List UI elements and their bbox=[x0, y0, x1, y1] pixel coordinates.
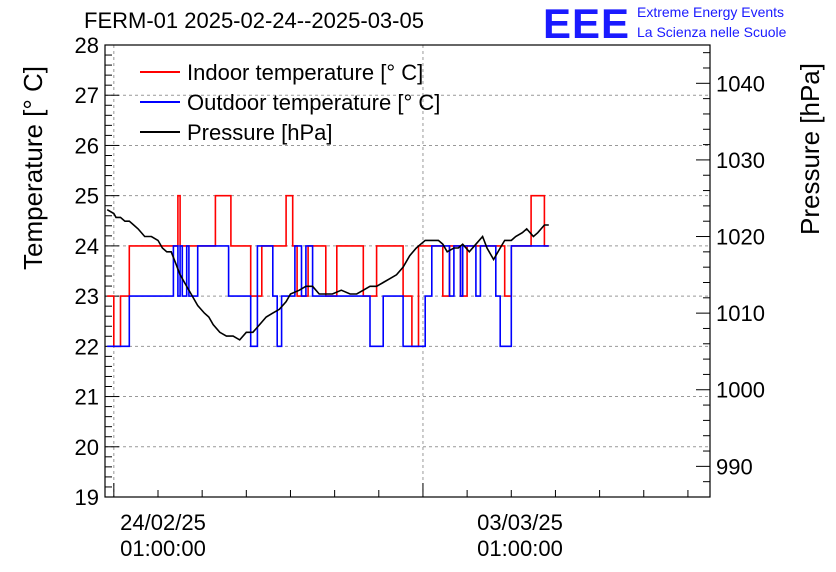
y2-tick-label-3: 1020 bbox=[716, 225, 765, 250]
y-tick-label-3: 22 bbox=[75, 334, 99, 359]
y2-tick-label-4: 1030 bbox=[716, 148, 765, 173]
org-name-line1: Extreme Energy Events bbox=[637, 4, 785, 20]
y-tick-label-9: 28 bbox=[75, 33, 99, 58]
y-tick-label-7: 26 bbox=[75, 133, 99, 158]
y2-tick-label-5: 1040 bbox=[716, 71, 765, 96]
x-tick-date-1: 03/03/25 bbox=[477, 510, 563, 535]
legend-label-0: Indoor temperature [° C] bbox=[187, 60, 423, 85]
x-tick-time-0: 01:00:00 bbox=[120, 536, 206, 561]
y2-tick-label-2: 1010 bbox=[716, 301, 765, 326]
y-tick-label-4: 23 bbox=[75, 284, 99, 309]
x-tick-date-0: 24/02/25 bbox=[120, 510, 206, 535]
y-tick-label-0: 19 bbox=[75, 485, 99, 510]
chart-title: FERM-01 2025-02-24--2025-03-05 bbox=[84, 8, 424, 33]
y2-tick-label-0: 990 bbox=[716, 454, 753, 479]
x-tick-time-1: 01:00:00 bbox=[477, 536, 563, 561]
y-tick-label-5: 24 bbox=[75, 234, 99, 259]
y-axis-right-label: Pressure [hPa] bbox=[795, 63, 825, 235]
series-line-1 bbox=[107, 245, 549, 348]
y2-tick-label-1: 1000 bbox=[716, 378, 765, 403]
series-line-2 bbox=[106, 209, 549, 341]
y-tick-label-8: 27 bbox=[75, 83, 99, 108]
y-tick-label-2: 21 bbox=[75, 385, 99, 410]
x-tick-label-0: 24/02/25 01:00:00 bbox=[100, 510, 226, 562]
y-tick-label-1: 20 bbox=[75, 435, 99, 460]
eee-logo: EEE bbox=[543, 0, 631, 47]
org-name-line2: La Scienza nelle Scuole bbox=[637, 24, 787, 40]
plot-frame bbox=[104, 44, 711, 498]
legend-label-1: Outdoor temperature [° C] bbox=[187, 90, 440, 115]
x-tick-label-1: 03/03/25 01:00:00 bbox=[457, 510, 583, 562]
y-tick-label-6: 25 bbox=[75, 184, 99, 209]
legend-label-2: Pressure [hPa] bbox=[187, 120, 333, 145]
y-axis-left-label: Temperature [° C] bbox=[18, 65, 48, 270]
